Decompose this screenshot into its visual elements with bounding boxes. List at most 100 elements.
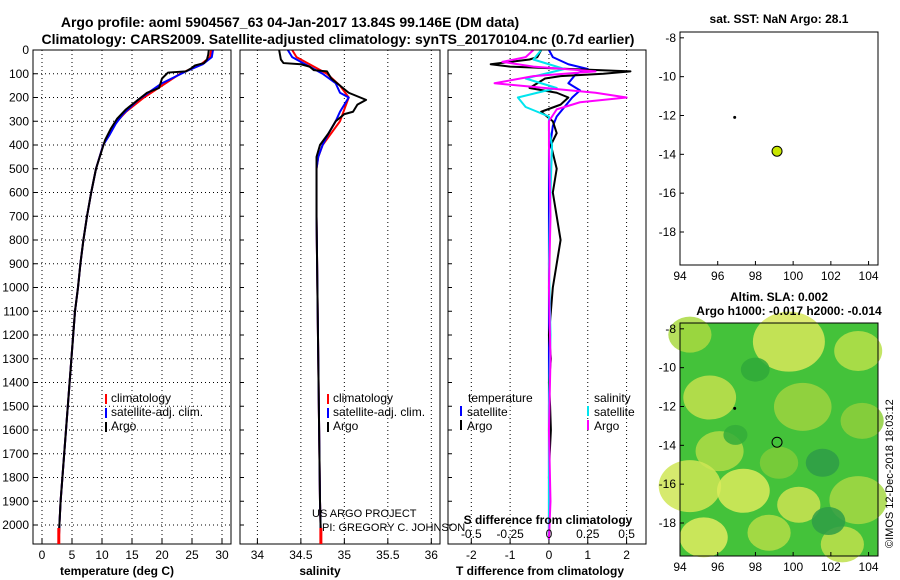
x-axis-label: temperature (deg C) [60,564,174,578]
sla-blob-9 [716,468,770,513]
x-tick-label: 34.5 [289,548,313,562]
previous-location-marker [733,115,737,119]
sla-blob-1 [752,311,825,372]
s-tick-label: -0.5 [461,527,482,541]
sla-blob-8 [658,460,722,513]
map-frame [679,31,879,266]
series-line-2 [516,49,566,540]
y-tick-label: 1400 [2,376,29,390]
sla-blob-13 [747,514,791,551]
x-tick-label: 35 [338,548,352,562]
sla-blob-7 [759,446,799,479]
series-line-3 [493,49,628,540]
profile-location-marker [771,436,783,448]
s-tick-label: -0.25 [496,527,524,541]
y-tick-label: 1900 [2,494,29,508]
x-tick-label: 94 [673,269,687,283]
salinity-panel: 34 34.5 35 35.5 36 salinity climatologysatelli… [239,49,441,578]
plot-frame [32,49,232,545]
sla-blob-12 [679,517,728,558]
series-line-1 [57,49,214,540]
y-tick-label: -14 [659,147,677,161]
sla-blob-5 [840,402,884,439]
x-tick-label: 20 [155,548,169,562]
legend-label: Argo [333,419,359,433]
plot-frame [447,49,647,545]
y-tick-label: 400 [9,138,29,152]
series-line-0 [57,49,213,540]
y-tick-label: 700 [9,209,29,223]
temperature-panel: 0 5 10 15 20 25 300100200300400500600700800900… [2,43,232,578]
y-tick-label: 1500 [2,399,29,413]
x-axis-label: T difference from climatology [456,564,624,578]
y-tick-label: 500 [9,162,29,176]
x-tick-label: 102 [821,560,841,574]
y-tick-label: 1000 [2,281,29,295]
legend-label: Argo [467,419,493,433]
x-tick-label: 0 [39,548,46,562]
legend-label: satellite-adj. clim. [111,405,203,419]
x-tick-label: 98 [749,560,763,574]
y-tick-label: 800 [9,233,29,247]
legend-label: satellite [594,405,635,419]
y-tick-label: 1200 [2,328,29,342]
previous-location-marker [733,406,737,410]
y-tick-label: 300 [9,114,29,128]
y-tick-label: 100 [9,67,29,81]
y-tick-label: -10 [659,361,677,375]
sla-blob-14 [820,526,864,563]
sla-blob-0 [668,316,712,353]
y-tick-label: -18 [659,225,677,239]
x-tick-label: 100 [783,560,803,574]
figure-title-line1: Argo profile: aoml 5904567_63 04-Jan-201… [61,14,519,30]
figure-title-line2: Climatology: CARS2009. Satellite-adjuste… [42,31,635,47]
y-tick-label: -16 [659,186,677,200]
y-tick-label: 1700 [2,447,29,461]
x-tick-label: 34 [251,548,265,562]
s-tick-label: 0.5 [618,527,635,541]
series-line-2 [278,49,368,540]
sla-blob-3 [683,375,737,420]
sla-blob-10 [777,486,821,523]
sla-blob-2 [834,330,883,371]
sla-blob-17 [811,507,846,536]
s-tick-label: 0 [546,527,553,541]
x-tick-label: 96 [711,560,725,574]
x-tick-label: 98 [749,269,763,283]
y-tick-label: -8 [665,322,676,336]
y-tick-label: 1600 [2,423,29,437]
y-tick-label: -10 [659,70,677,84]
y-tick-label: 0 [22,43,29,57]
profile-location-marker [771,145,783,157]
x-tick-label: 30 [215,548,229,562]
sla-map-panel: 94 96 98 100 102 104 -8 -10 -12 -14 -16 -18 Altim. S… [659,290,887,574]
legend-label: climatology [333,391,393,405]
x-tick-label: 94 [673,560,687,574]
x-axis-label: salinity [299,564,341,578]
legend-label: climatology [111,391,171,405]
x-tick-label: 35.5 [376,548,400,562]
x-tick-label: 104 [859,269,879,283]
s-axis-label: S difference from climatology [464,513,633,527]
y-tick-label: -18 [659,516,677,530]
y-tick-label: -8 [665,31,676,45]
x-tick-label: 96 [711,269,725,283]
y-tick-label: 1800 [2,471,29,485]
y-tick-label: -14 [659,438,677,452]
x-tick-label: 10 [95,548,109,562]
x-tick-label: 0 [546,548,553,562]
map-subtitle: Argo h1000: -0.017 h2000: -0.014 [696,304,882,318]
map-title: Altim. SLA: 0.002 [730,290,828,304]
y-tick-label: -12 [659,399,677,413]
x-tick-label: 25 [185,548,199,562]
y-tick-label: -12 [659,108,677,122]
credit-pi: PI: GREGORY C. JOHNSON [322,522,465,534]
map-frame [679,322,879,557]
x-tick-label: -1 [505,548,516,562]
legend-label: satellite-adj. clim. [333,405,425,419]
legend-label: satellite [467,405,508,419]
x-tick-label: 2 [623,548,630,562]
y-tick-label: 2000 [2,518,29,532]
imos-watermark: ©IMOS 12-Dec-2018 18:03:12 [884,399,896,548]
